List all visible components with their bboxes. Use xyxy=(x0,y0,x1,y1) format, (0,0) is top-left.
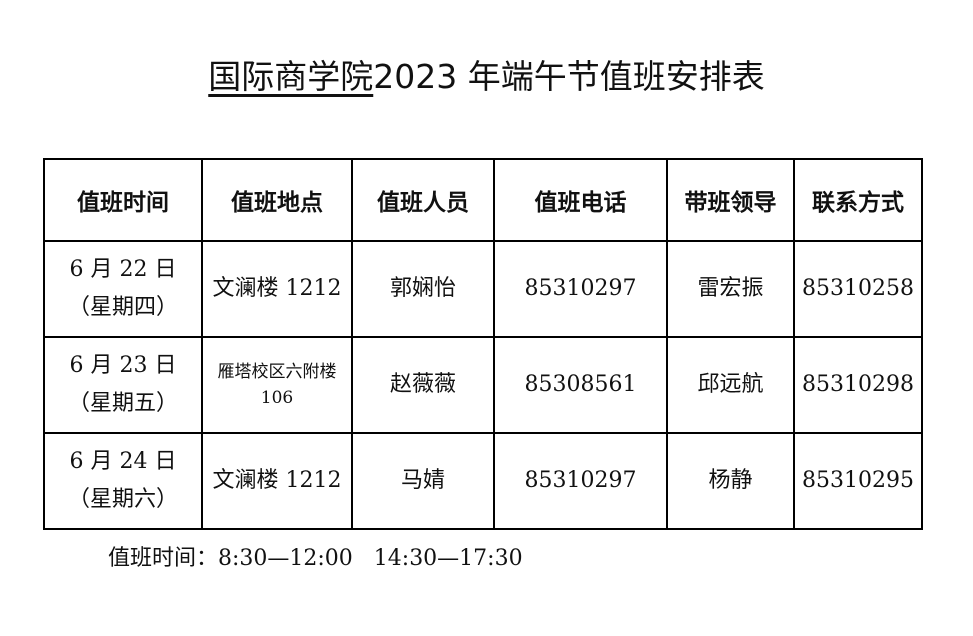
page-title: 国际商学院2023 年端午节值班安排表 xyxy=(0,50,973,98)
date-cell: 6 月 22 日 （星期四） xyxy=(43,240,203,338)
header-cell: 值班地点 xyxy=(201,158,353,242)
header-cell: 值班人员 xyxy=(351,158,495,242)
duty-hours-note: 值班时间：8:30—12:00 14:30—17:30 xyxy=(108,546,523,571)
location-cell: 文澜楼 1212 xyxy=(201,240,353,338)
date-cell: 6 月 23 日 （星期五） xyxy=(43,336,203,434)
date: 6 月 23 日 xyxy=(69,353,177,378)
contact-cell: 85310258 xyxy=(793,240,923,338)
weekday: （星期六） xyxy=(67,487,178,512)
contact-cell: 85310298 xyxy=(793,336,923,434)
header-row: 值班时间 值班地点 值班人员 值班电话 带班领导 联系方式 xyxy=(43,158,923,242)
contact-cell: 85310295 xyxy=(793,432,923,530)
duty-table: 值班时间 值班地点 值班人员 值班电话 带班领导 联系方式 6 月 22 日 （星… xyxy=(43,158,923,530)
leader-cell: 雷宏振 xyxy=(666,240,795,338)
weekday: （星期五） xyxy=(67,391,178,416)
table-row: 6 月 24 日 （星期六） 文澜楼 1212 马婧 85310297 杨静 85… xyxy=(43,432,923,530)
header-cell: 带班领导 xyxy=(666,158,795,242)
table-row: 6 月 23 日 （星期五） 雁塔校区六附楼 106 赵薇薇 85308561 邱远… xyxy=(43,336,923,434)
header-cell: 值班电话 xyxy=(493,158,668,242)
title-rest: 2023 年端午节值班安排表 xyxy=(373,57,765,96)
location-cell: 雁塔校区六附楼 106 xyxy=(201,336,353,434)
header-cell: 联系方式 xyxy=(793,158,923,242)
leader-cell: 杨静 xyxy=(666,432,795,530)
location-line2: 106 xyxy=(260,388,294,408)
date-cell: 6 月 24 日 （星期六） xyxy=(43,432,203,530)
staff-cell: 郭娴怡 xyxy=(351,240,495,338)
phone-cell: 85308561 xyxy=(493,336,668,434)
date: 6 月 22 日 xyxy=(69,257,177,282)
leader-cell: 邱远航 xyxy=(666,336,795,434)
weekday: （星期四） xyxy=(67,295,178,320)
location-line1: 雁塔校区六附楼 xyxy=(217,362,337,382)
staff-cell: 马婧 xyxy=(351,432,495,530)
staff-cell: 赵薇薇 xyxy=(351,336,495,434)
table-row: 6 月 22 日（星期四） 文澜楼 1212 郭娴怡 85310297 雷宏振 … xyxy=(43,240,923,338)
header-cell: 值班时间 xyxy=(43,158,203,242)
date: 6 月 24 日 xyxy=(69,449,177,474)
title-school: 国际商学院 xyxy=(208,57,374,96)
location-cell: 文澜楼 1212 xyxy=(201,432,353,530)
phone-cell: 85310297 xyxy=(493,432,668,530)
phone-cell: 85310297 xyxy=(493,240,668,338)
